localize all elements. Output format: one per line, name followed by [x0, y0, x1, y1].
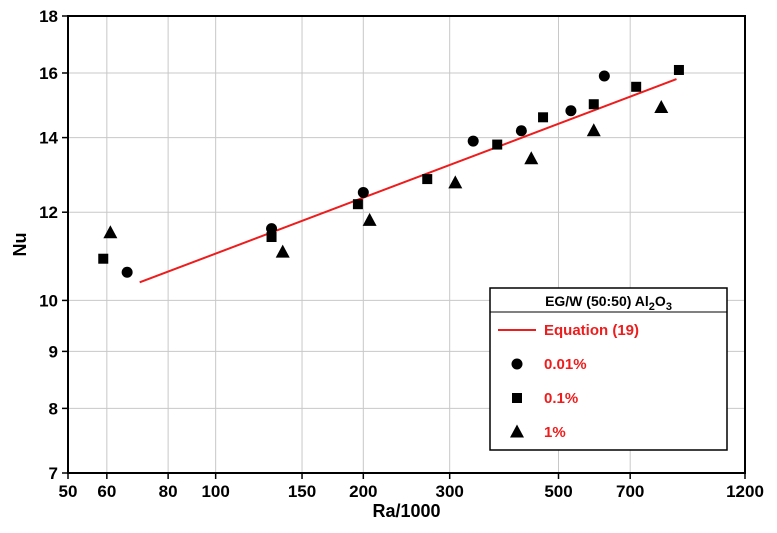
data-point-triangle	[654, 99, 669, 113]
y-axis-label: Nu	[10, 233, 30, 257]
data-point-square	[538, 112, 549, 123]
legend-title-o: O	[655, 293, 666, 309]
legend-label: Equation (19)	[544, 322, 639, 339]
legend-box	[489, 287, 728, 451]
data-point-circle	[266, 223, 278, 235]
plot-frame	[67, 15, 746, 474]
data-point-triangle	[586, 123, 601, 137]
x-tick-label: 60	[97, 482, 116, 501]
x-tick-label: 80	[159, 482, 178, 501]
y-tick-label: 12	[39, 203, 58, 222]
data-point-triangle	[524, 151, 539, 165]
y-tick-label: 8	[49, 399, 58, 418]
data-point-square	[673, 64, 684, 75]
x-tick-label: 200	[349, 482, 377, 501]
legend-item: 1%	[510, 424, 566, 441]
legend-marker-square	[512, 393, 522, 403]
y-tick-label: 14	[39, 129, 58, 148]
data-point-square	[352, 199, 363, 210]
data-point-triangle	[362, 212, 377, 226]
y-tick-label: 10	[39, 291, 58, 310]
legend-marker-triangle	[510, 424, 524, 438]
legend-title-sub-2: 2	[649, 301, 655, 313]
x-tick-label: 500	[544, 482, 572, 501]
legend-title-sub-3: 3	[666, 301, 672, 313]
x-tick-label: 50	[59, 482, 78, 501]
legend-marker-circle	[511, 358, 523, 370]
y-tick-label: 7	[49, 464, 58, 483]
data-point-square	[631, 81, 642, 92]
x-tick-label: 300	[435, 482, 463, 501]
axis-ticks	[62, 15, 746, 479]
legend-label: 0.01%	[544, 356, 587, 373]
legend-item: 0.01%	[511, 356, 587, 373]
x-tick-label: 100	[201, 482, 229, 501]
x-tick-label: 700	[616, 482, 644, 501]
data-point-triangle	[103, 225, 118, 239]
y-tick-label: 9	[49, 342, 58, 361]
equation-fit-line	[139, 78, 677, 284]
equation-line	[139, 78, 677, 284]
legend: EG/W (50:50) Al2O3 Equation (19) 0.01% 0.1…	[489, 287, 728, 451]
data-point-square	[98, 253, 109, 264]
legend-label: 0.1%	[544, 390, 578, 407]
x-tick-labels: 50 60 80 100 150 200 300 500 700 1200	[59, 482, 764, 501]
data-point-circle	[515, 125, 527, 137]
data-point-circle	[598, 70, 610, 82]
y-tick-label: 16	[39, 64, 58, 83]
data-point-square	[588, 99, 599, 110]
legend-label: 1%	[544, 424, 566, 441]
data-point-circle	[121, 266, 133, 278]
legend-item: 0.1%	[512, 390, 578, 407]
x-axis-label: Ra/1000	[372, 501, 440, 521]
y-tick-labels: 7 8 9 10 12 14 16 18	[39, 7, 58, 483]
legend-title: EG/W (50:50) Al2O3	[545, 293, 672, 313]
data-point-circle	[357, 186, 369, 198]
legend-items: Equation (19) 0.01% 0.1% 1%	[498, 322, 639, 441]
x-tick-label: 1200	[726, 482, 764, 501]
data-point-circle	[565, 105, 577, 117]
data-points	[98, 64, 684, 278]
data-point-triangle	[448, 175, 463, 189]
data-point-triangle	[275, 244, 290, 258]
data-point-square	[422, 174, 433, 185]
legend-item: Equation (19)	[498, 322, 639, 339]
data-point-circle	[467, 135, 479, 147]
y-tick-label: 18	[39, 7, 58, 26]
data-point-square	[266, 232, 277, 243]
x-tick-label: 150	[288, 482, 316, 501]
legend-title-main: EG/W (50:50) Al	[545, 293, 649, 309]
data-point-square	[492, 139, 503, 150]
